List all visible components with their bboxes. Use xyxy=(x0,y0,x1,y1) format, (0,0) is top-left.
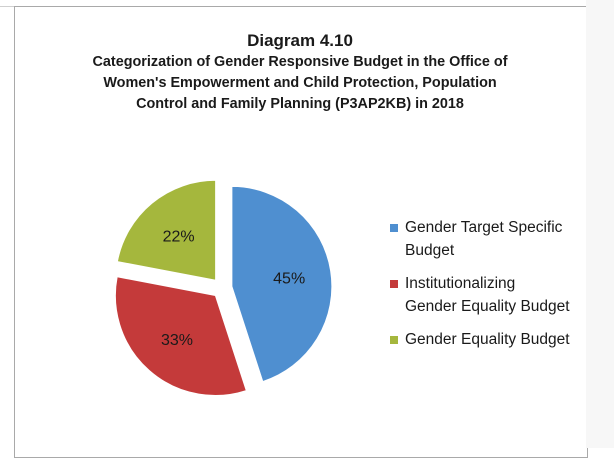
pie-label-institutionalizing: 33% xyxy=(161,332,193,349)
pie-slice-gender-equality xyxy=(116,179,217,281)
legend: Gender Target Specific Budget Institutio… xyxy=(390,216,590,361)
legend-label-line: Institutionalizing xyxy=(405,275,516,292)
pie-slice-gender-target-specific xyxy=(231,185,333,383)
legend-item-institutionalizing: Institutionalizing Gender Equality Budge… xyxy=(390,272,590,318)
legend-item-gender-equality: Gender Equality Budget xyxy=(390,328,590,351)
chart-title-line-1: Categorization of Gender Responsive Budg… xyxy=(92,54,508,70)
scan-line xyxy=(0,6,14,7)
legend-label-line: Gender Equality Budget xyxy=(405,331,570,348)
pie-chart: 45% 33% 22% xyxy=(114,179,333,396)
legend-label-line: Gender Equality Budget xyxy=(405,298,570,315)
legend-swatch-gender-equality xyxy=(390,336,398,344)
legend-swatch-institutionalizing xyxy=(390,280,398,288)
legend-label-line: Budget xyxy=(405,242,455,259)
legend-swatch-gender-target-specific xyxy=(390,224,398,232)
legend-label-line: Gender Target Specific xyxy=(405,219,563,236)
chart-title-block: Diagram 4.10 Categorization of Gender Re… xyxy=(14,30,586,115)
pie-label-gender-equality: 22% xyxy=(163,229,195,246)
page-edge xyxy=(586,0,614,448)
chart-title-line-2: Women's Empowerment and Child Protection… xyxy=(103,75,497,91)
pie-slice-institutionalizing xyxy=(114,276,247,396)
chart-title-line-3: Control and Family Planning (P3AP2KB) in… xyxy=(136,96,464,112)
legend-item-gender-target-specific: Gender Target Specific Budget xyxy=(390,216,590,262)
diagram-number: Diagram 4.10 xyxy=(247,31,353,50)
pie-label-gender-target-specific: 45% xyxy=(273,270,305,287)
